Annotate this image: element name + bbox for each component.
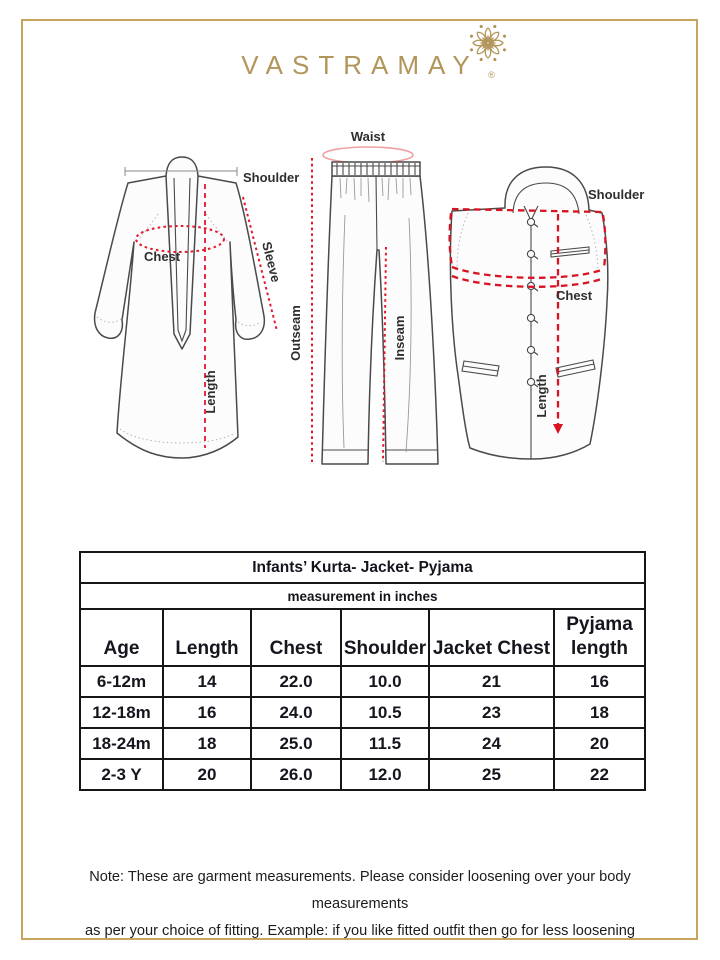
cell-shoulder: 12.0	[340, 758, 430, 791]
pyjama-waist-label: Waist	[351, 129, 386, 144]
jacket-left-pocket	[461, 360, 500, 377]
registered-mark: ®	[488, 70, 495, 80]
jacket-diagram: Shoulder Chest Length	[448, 166, 644, 460]
note-line-2: as per your choice of fitting. Example: …	[85, 923, 635, 939]
cell-jacket-chest: 23	[428, 696, 555, 729]
cell-age: 18-24m	[79, 727, 164, 760]
size-table-subtitle: measurement in inches	[79, 582, 646, 610]
measurement-note: Note: These are garment measurements. Pl…	[40, 864, 680, 945]
note-line-1: Note: These are garment measurements. Pl…	[89, 869, 631, 912]
jacket-shoulder-label: Shoulder	[588, 187, 644, 202]
cell-chest: 25.0	[250, 727, 342, 760]
table-row: 12-18m 16 24.0 10.5 23 18	[79, 696, 646, 729]
col-header-age: Age	[79, 608, 164, 667]
brand-name: VASTRAMAY	[241, 50, 479, 80]
col-header-pyjama-length: Pyjama length	[553, 608, 646, 667]
kurta-diagram: Shoulder Chest Sleeve Length	[93, 156, 299, 459]
col-header-length: Length	[162, 608, 252, 667]
kurta-chest-label: Chest	[144, 249, 181, 264]
pyjama-diagram: Waist Outseam Inseam	[288, 129, 439, 465]
cell-pyjama-length: 18	[553, 696, 646, 729]
cell-pyjama-length: 20	[553, 727, 646, 760]
size-table-title: Infants’ Kurta- Jacket- Pyjama	[79, 551, 646, 584]
cell-shoulder: 10.0	[340, 665, 430, 698]
col-header-jacket-chest: Jacket Chest	[428, 608, 555, 667]
cell-jacket-chest: 25	[428, 758, 555, 791]
cell-pyjama-length: 22	[553, 758, 646, 791]
col-header-chest: Chest	[250, 608, 342, 667]
cell-chest: 26.0	[250, 758, 342, 791]
cell-pyjama-length: 16	[553, 665, 646, 698]
table-row: 2-3 Y 20 26.0 12.0 25 22	[79, 758, 646, 791]
brand-logo: VASTRAMAY ®	[0, 24, 720, 81]
table-row: 6-12m 14 22.0 10.0 21 16	[79, 665, 646, 698]
cell-length: 20	[162, 758, 252, 791]
cell-chest: 22.0	[250, 665, 342, 698]
kurta-shoulder-label: Shoulder	[243, 170, 299, 185]
cell-length: 18	[162, 727, 252, 760]
garment-diagrams: Shoulder Chest Sleeve Length Waist Outse…	[93, 129, 644, 465]
cell-jacket-chest: 24	[428, 727, 555, 760]
cell-shoulder: 10.5	[340, 696, 430, 729]
cell-age: 6-12m	[79, 665, 164, 698]
waist-ellipse	[322, 146, 414, 164]
gold-frame	[21, 19, 698, 940]
cell-chest: 24.0	[250, 696, 342, 729]
col-header-shoulder: Shoulder	[340, 608, 430, 667]
cell-jacket-chest: 21	[428, 665, 555, 698]
cell-age: 2-3 Y	[79, 758, 164, 791]
pyjama-inseam-label: Inseam	[392, 316, 407, 361]
cell-age: 12-18m	[79, 696, 164, 729]
pyjama-outseam-label: Outseam	[288, 305, 303, 361]
jacket-chest-label: Chest	[556, 288, 593, 303]
size-table: Infants’ Kurta- Jacket- Pyjama measureme…	[79, 551, 646, 791]
jacket-length-label: Length	[534, 374, 549, 417]
kurta-length-label: Length	[203, 370, 218, 413]
table-row: 18-24m 18 25.0 11.5 24 20	[79, 727, 646, 760]
cell-shoulder: 11.5	[340, 727, 430, 760]
cell-length: 14	[162, 665, 252, 698]
cell-length: 16	[162, 696, 252, 729]
